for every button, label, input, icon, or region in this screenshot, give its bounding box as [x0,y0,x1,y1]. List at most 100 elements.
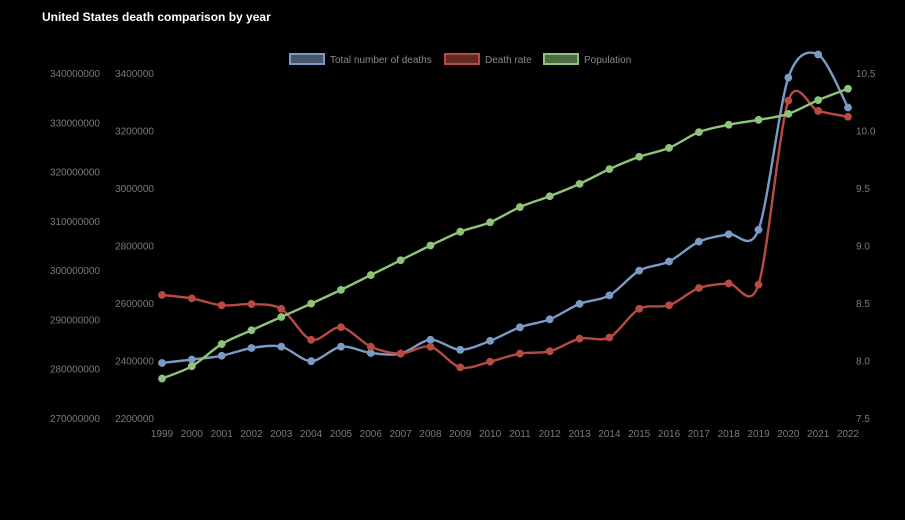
deaths-point[interactable] [575,299,584,308]
x-tick-label: 2004 [300,429,323,440]
x-tick-label: 2018 [718,429,741,440]
rate-axis-tick-label: 8.5 [856,299,870,310]
population-axis-tick-label: 300000000 [50,266,100,277]
x-tick-label: 2019 [747,429,770,440]
deaths-point[interactable] [158,359,166,367]
legend-label: Population [584,55,631,66]
rate-point[interactable] [337,323,345,332]
rate-point[interactable] [844,112,852,121]
deaths-point[interactable] [247,344,256,352]
rate-point[interactable] [516,349,524,358]
rate-point[interactable] [486,357,494,366]
population-point[interactable] [396,256,405,265]
rate-point[interactable] [217,301,226,310]
rate-point[interactable] [366,342,375,351]
population-point[interactable] [366,271,375,279]
deaths-point[interactable] [307,357,316,366]
population-axis-tick-label: 280000000 [50,365,100,376]
rate-point[interactable] [456,363,465,372]
population-point[interactable] [217,340,226,348]
population-point[interactable] [247,326,256,335]
deaths-point[interactable] [217,351,226,360]
population-point[interactable] [456,227,465,236]
legend-item-population[interactable]: Population [543,53,631,66]
deaths-point[interactable] [665,257,673,266]
rate-point[interactable] [575,334,584,343]
legend-item-rate[interactable]: Death rate [444,53,532,66]
population-point[interactable] [307,299,316,308]
deaths-point[interactable] [844,103,852,112]
deaths-point[interactable] [814,50,823,59]
population-axis-tick-label: 340000000 [50,69,100,80]
population-point[interactable] [694,128,703,137]
legend-label: Total number of deaths [330,55,432,66]
rate-axis-tick-label: 7.5 [856,414,870,425]
population-point[interactable] [814,96,823,105]
legend-label: Death rate [485,55,532,66]
legend-swatch [289,53,325,65]
x-axis: 1999 2000 2001 2002 2003 2004 2005 2006 2007 2008… [151,429,860,440]
population-point[interactable] [665,144,673,152]
x-tick-label: 2000 [181,429,204,440]
deaths-series [158,50,852,367]
rate-point[interactable] [694,284,703,292]
rate-point[interactable] [814,107,823,115]
rate-line [161,89,849,370]
deaths-point[interactable] [724,230,733,239]
rate-point[interactable] [665,301,673,310]
population-point[interactable] [545,192,554,201]
deaths-point[interactable] [456,345,465,354]
rate-point[interactable] [426,342,435,351]
population-point[interactable] [784,110,793,118]
rate-point[interactable] [247,300,256,309]
deaths-point[interactable] [545,315,554,324]
rate-point[interactable] [307,335,316,344]
x-tick-label: 2020 [777,429,800,440]
x-tick-label: 2002 [240,429,263,440]
rate-point[interactable] [277,304,286,313]
rate-point[interactable] [396,349,405,358]
deaths-point[interactable] [635,266,644,275]
series-layer [158,50,852,383]
rate-point[interactable] [724,279,733,288]
deaths-point[interactable] [605,291,614,300]
legend-item-deaths[interactable]: Total number of deaths [289,53,432,66]
x-tick-label: 2009 [449,429,472,440]
legend[interactable]: Total number of deaths Death rate Populati… [289,53,631,66]
population-point[interactable] [724,120,733,129]
deaths-point[interactable] [337,342,345,351]
rate-point[interactable] [187,294,196,303]
population-point[interactable] [486,218,494,227]
rate-point[interactable] [784,96,793,105]
rate-point[interactable] [754,280,763,289]
population-point[interactable] [516,203,524,211]
population-point[interactable] [844,84,852,93]
population-point[interactable] [754,115,763,124]
rate-point[interactable] [545,347,554,356]
population-point[interactable] [635,152,644,161]
population-point[interactable] [277,313,286,321]
deaths-point[interactable] [694,237,703,246]
population-point[interactable] [426,241,435,250]
rate-point[interactable] [605,333,614,342]
deaths-point[interactable] [277,342,286,351]
rate-axis: 10.5 10.0 9.5 9.0 8.5 8.0 7.5 [856,69,876,425]
rate-point[interactable] [635,304,644,313]
x-tick-label: 2007 [389,429,412,440]
deaths-point[interactable] [426,335,435,344]
population-point[interactable] [575,179,584,188]
rate-axis-tick-label: 10.0 [856,127,876,138]
population-point[interactable] [187,362,196,371]
population-axis-tick-label: 310000000 [50,217,100,228]
population-point[interactable] [158,374,166,383]
population-point[interactable] [605,165,614,174]
population-point[interactable] [337,285,345,294]
deaths-axis-tick-label: 3000000 [115,184,154,195]
deaths-point[interactable] [187,355,196,364]
rate-point[interactable] [158,291,166,299]
deaths-point[interactable] [784,73,793,82]
deaths-point[interactable] [754,225,763,234]
deaths-point[interactable] [486,336,494,345]
deaths-point[interactable] [516,323,524,332]
